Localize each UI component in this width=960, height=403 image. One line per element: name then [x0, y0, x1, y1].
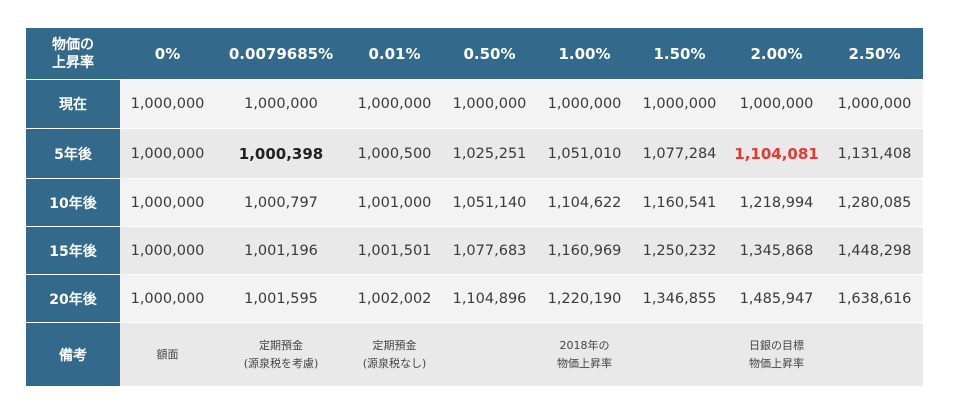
- table-cell: 1,000,000: [120, 178, 215, 227]
- note-line: 2018年の: [559, 338, 610, 352]
- table-cell: 1,104,622: [537, 178, 632, 227]
- note-cell: 定期預金 (源泉税を考慮): [215, 322, 347, 386]
- row-label: 15年後: [26, 226, 120, 275]
- table-cell: 1,000,000: [120, 274, 215, 323]
- table-cell: 1,000,000: [120, 128, 215, 179]
- table-cell: 1,051,140: [442, 178, 537, 227]
- header-rate-4: 1.00%: [537, 28, 632, 80]
- note-line: 日銀の目標: [749, 338, 804, 352]
- highlighted-red-cell: 1,104,081: [727, 128, 826, 179]
- header-rate-5: 1.50%: [632, 28, 727, 80]
- table-row: 20年後 1,000,000 1,001,595 1,002,002 1,104…: [26, 274, 923, 323]
- table-cell: 1,001,000: [347, 178, 442, 227]
- highlighted-cell: 1,000,398: [215, 128, 347, 179]
- note-line: 定期預金: [259, 338, 303, 352]
- row-label: 5年後: [26, 128, 120, 179]
- header-rate-0: 0%: [120, 28, 215, 80]
- table-cell: 1,001,501: [347, 226, 442, 275]
- table-row: 5年後 1,000,000 1,000,398 1,000,500 1,025,…: [26, 128, 923, 179]
- note-cell: 日銀の目標 物価上昇率: [727, 322, 826, 386]
- notes-label: 備考: [26, 322, 120, 386]
- header-rate-3: 0.50%: [442, 28, 537, 80]
- table-cell: 1,000,000: [120, 226, 215, 275]
- table-cell: 1,001,196: [215, 226, 347, 275]
- note-line: 定期預金: [372, 338, 417, 352]
- table-cell: 1,345,868: [727, 226, 826, 275]
- notes-row: 備考 額面 定期預金 (源泉税を考慮) 定期預金 (源泉税なし) 2018年の …: [26, 322, 923, 386]
- table-cell: 1,000,000: [727, 79, 826, 129]
- comparison-table-container: 物価の 上昇率 0% 0.0079685% 0.01% 0.50% 1.00% …: [26, 28, 923, 386]
- row-label: 20年後: [26, 274, 120, 323]
- note-line: 物価上昇率: [749, 356, 804, 370]
- note-cell: [442, 322, 537, 386]
- header-rate-7: 2.50%: [826, 28, 923, 80]
- table-cell: 1,638,616: [826, 274, 923, 323]
- table-cell: 1,000,000: [347, 79, 442, 129]
- table-cell: 1,077,683: [442, 226, 537, 275]
- table-cell: 1,000,000: [120, 79, 215, 129]
- header-rate-1: 0.0079685%: [215, 28, 347, 80]
- header-rate-2: 0.01%: [347, 28, 442, 80]
- corner-line-1: 物価の: [52, 36, 94, 53]
- table-row: 10年後 1,000,000 1,000,797 1,001,000 1,051…: [26, 178, 923, 227]
- table-row: 現在 1,000,000 1,000,000 1,000,000 1,000,0…: [26, 79, 923, 129]
- inflation-comparison-table: 物価の 上昇率 0% 0.0079685% 0.01% 0.50% 1.00% …: [26, 28, 923, 386]
- table-cell: 1,025,251: [442, 128, 537, 179]
- header-row: 物価の 上昇率 0% 0.0079685% 0.01% 0.50% 1.00% …: [26, 28, 923, 80]
- corner-line-2: 上昇率: [52, 54, 94, 71]
- table-cell: 1,000,000: [442, 79, 537, 129]
- table-cell: 1,000,000: [215, 79, 347, 129]
- note-cell: 2018年の 物価上昇率: [537, 322, 632, 386]
- table-cell: 1,218,994: [727, 178, 826, 227]
- table-cell: 1,220,190: [537, 274, 632, 323]
- table-cell: 1,448,298: [826, 226, 923, 275]
- table-cell: 1,051,010: [537, 128, 632, 179]
- note-line: 物価上昇率: [557, 356, 612, 370]
- row-label: 10年後: [26, 178, 120, 227]
- note-line: (源泉税なし): [362, 356, 427, 370]
- table-cell: 1,280,085: [826, 178, 923, 227]
- table-cell: 1,002,002: [347, 274, 442, 323]
- header-rate-6: 2.00%: [727, 28, 826, 80]
- table-cell: 1,160,541: [632, 178, 727, 227]
- note-cell: 額面: [120, 322, 215, 386]
- note-cell: [632, 322, 727, 386]
- table-cell: 1,485,947: [727, 274, 826, 323]
- note-line: 額面: [156, 347, 179, 361]
- table-cell: 1,001,595: [215, 274, 347, 323]
- table-cell: 1,077,284: [632, 128, 727, 179]
- table-cell: 1,000,000: [632, 79, 727, 129]
- note-cell: [826, 322, 923, 386]
- table-row: 15年後 1,000,000 1,001,196 1,001,501 1,077…: [26, 226, 923, 275]
- table-cell: 1,000,000: [537, 79, 632, 129]
- table-cell: 1,346,855: [632, 274, 727, 323]
- table-cell: 1,000,000: [826, 79, 923, 129]
- header-corner-cell: 物価の 上昇率: [26, 28, 120, 80]
- table-cell: 1,160,969: [537, 226, 632, 275]
- table-cell: 1,000,797: [215, 178, 347, 227]
- row-label: 現在: [26, 79, 120, 129]
- note-line: (源泉税を考慮): [243, 356, 319, 370]
- table-cell: 1,250,232: [632, 226, 727, 275]
- note-cell: 定期預金 (源泉税なし): [347, 322, 442, 386]
- table-cell: 1,131,408: [826, 128, 923, 179]
- table-cell: 1,000,500: [347, 128, 442, 179]
- table-cell: 1,104,896: [442, 274, 537, 323]
